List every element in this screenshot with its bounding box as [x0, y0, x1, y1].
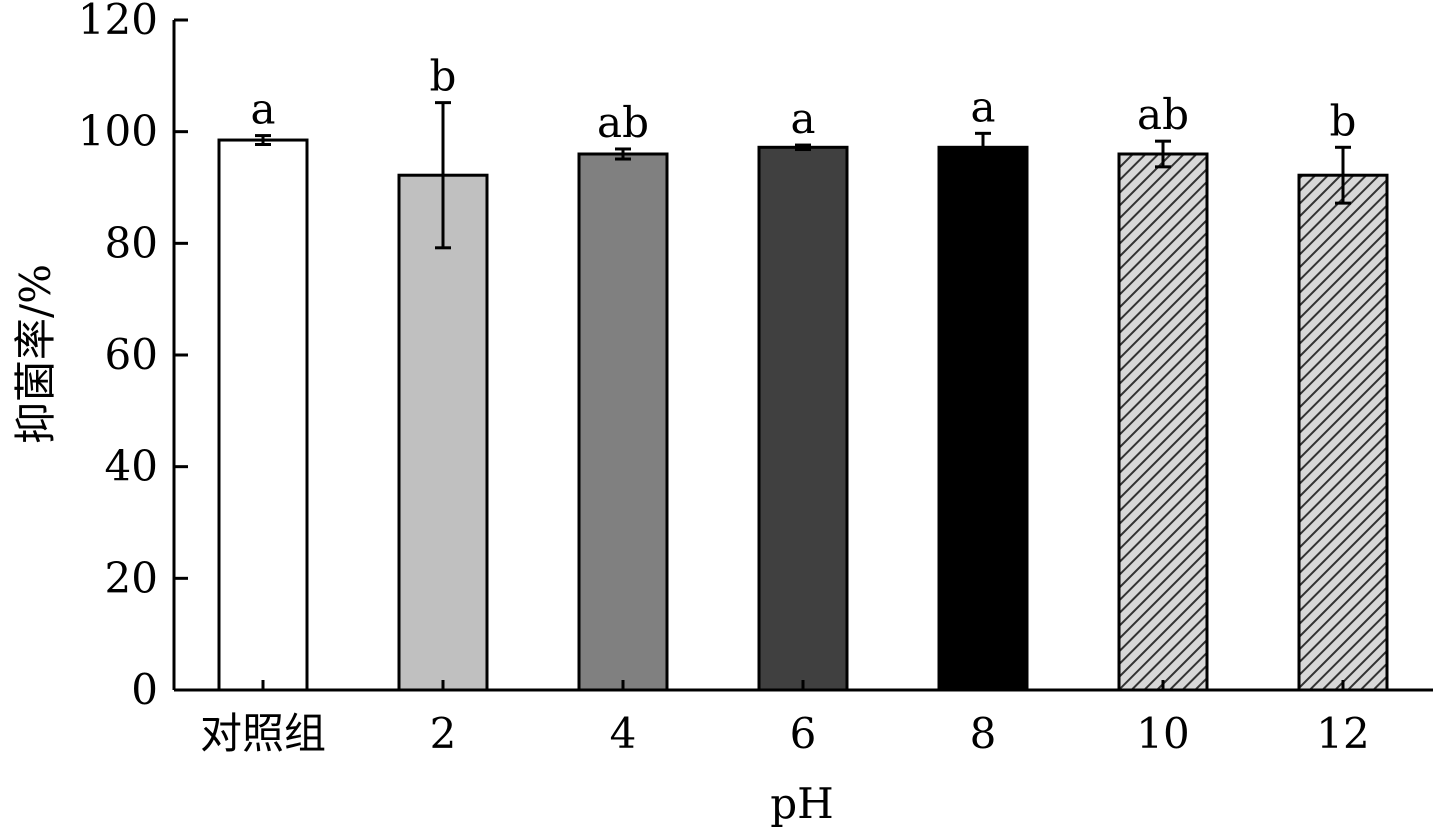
- x-tick-label: 6: [790, 709, 817, 758]
- x-axis-title: pH: [770, 779, 834, 828]
- x-tick-label: 12: [1316, 709, 1369, 758]
- bar: [1297, 173, 1389, 692]
- x-tick-label: 对照组: [200, 709, 326, 758]
- significance-label: a: [250, 85, 275, 134]
- bar: [397, 173, 489, 692]
- y-tick-label: 0: [131, 665, 158, 714]
- x-tick-label: 8: [970, 709, 997, 758]
- bar: [577, 152, 669, 692]
- y-tick-label: 20: [105, 553, 158, 602]
- y-axis-title: 抑菌率/%: [11, 264, 60, 444]
- y-tick-label: 120: [78, 0, 158, 44]
- x-tick-label: 2: [430, 709, 457, 758]
- y-tick-label: 60: [105, 330, 158, 379]
- bar: [1117, 152, 1209, 692]
- significance-label: a: [970, 82, 995, 131]
- significance-label: b: [1330, 96, 1357, 145]
- bar: [757, 145, 849, 692]
- y-tick-label: 80: [105, 218, 158, 267]
- y-tick-label: 40: [105, 442, 158, 491]
- x-tick-label: 4: [610, 709, 637, 758]
- bar: [217, 138, 309, 692]
- bar: [937, 145, 1029, 692]
- significance-label: b: [430, 52, 457, 101]
- plot-area: 0 20 40 60 80 100 120 a 对照组 b 2 ab 4 a 6 a 8 ab 10 b 12: [78, 0, 1433, 758]
- y-tick-label: 100: [78, 107, 158, 156]
- significance-label: a: [790, 94, 815, 143]
- x-tick-label: 10: [1136, 709, 1189, 758]
- significance-label: ab: [597, 98, 649, 147]
- significance-label: ab: [1137, 90, 1189, 139]
